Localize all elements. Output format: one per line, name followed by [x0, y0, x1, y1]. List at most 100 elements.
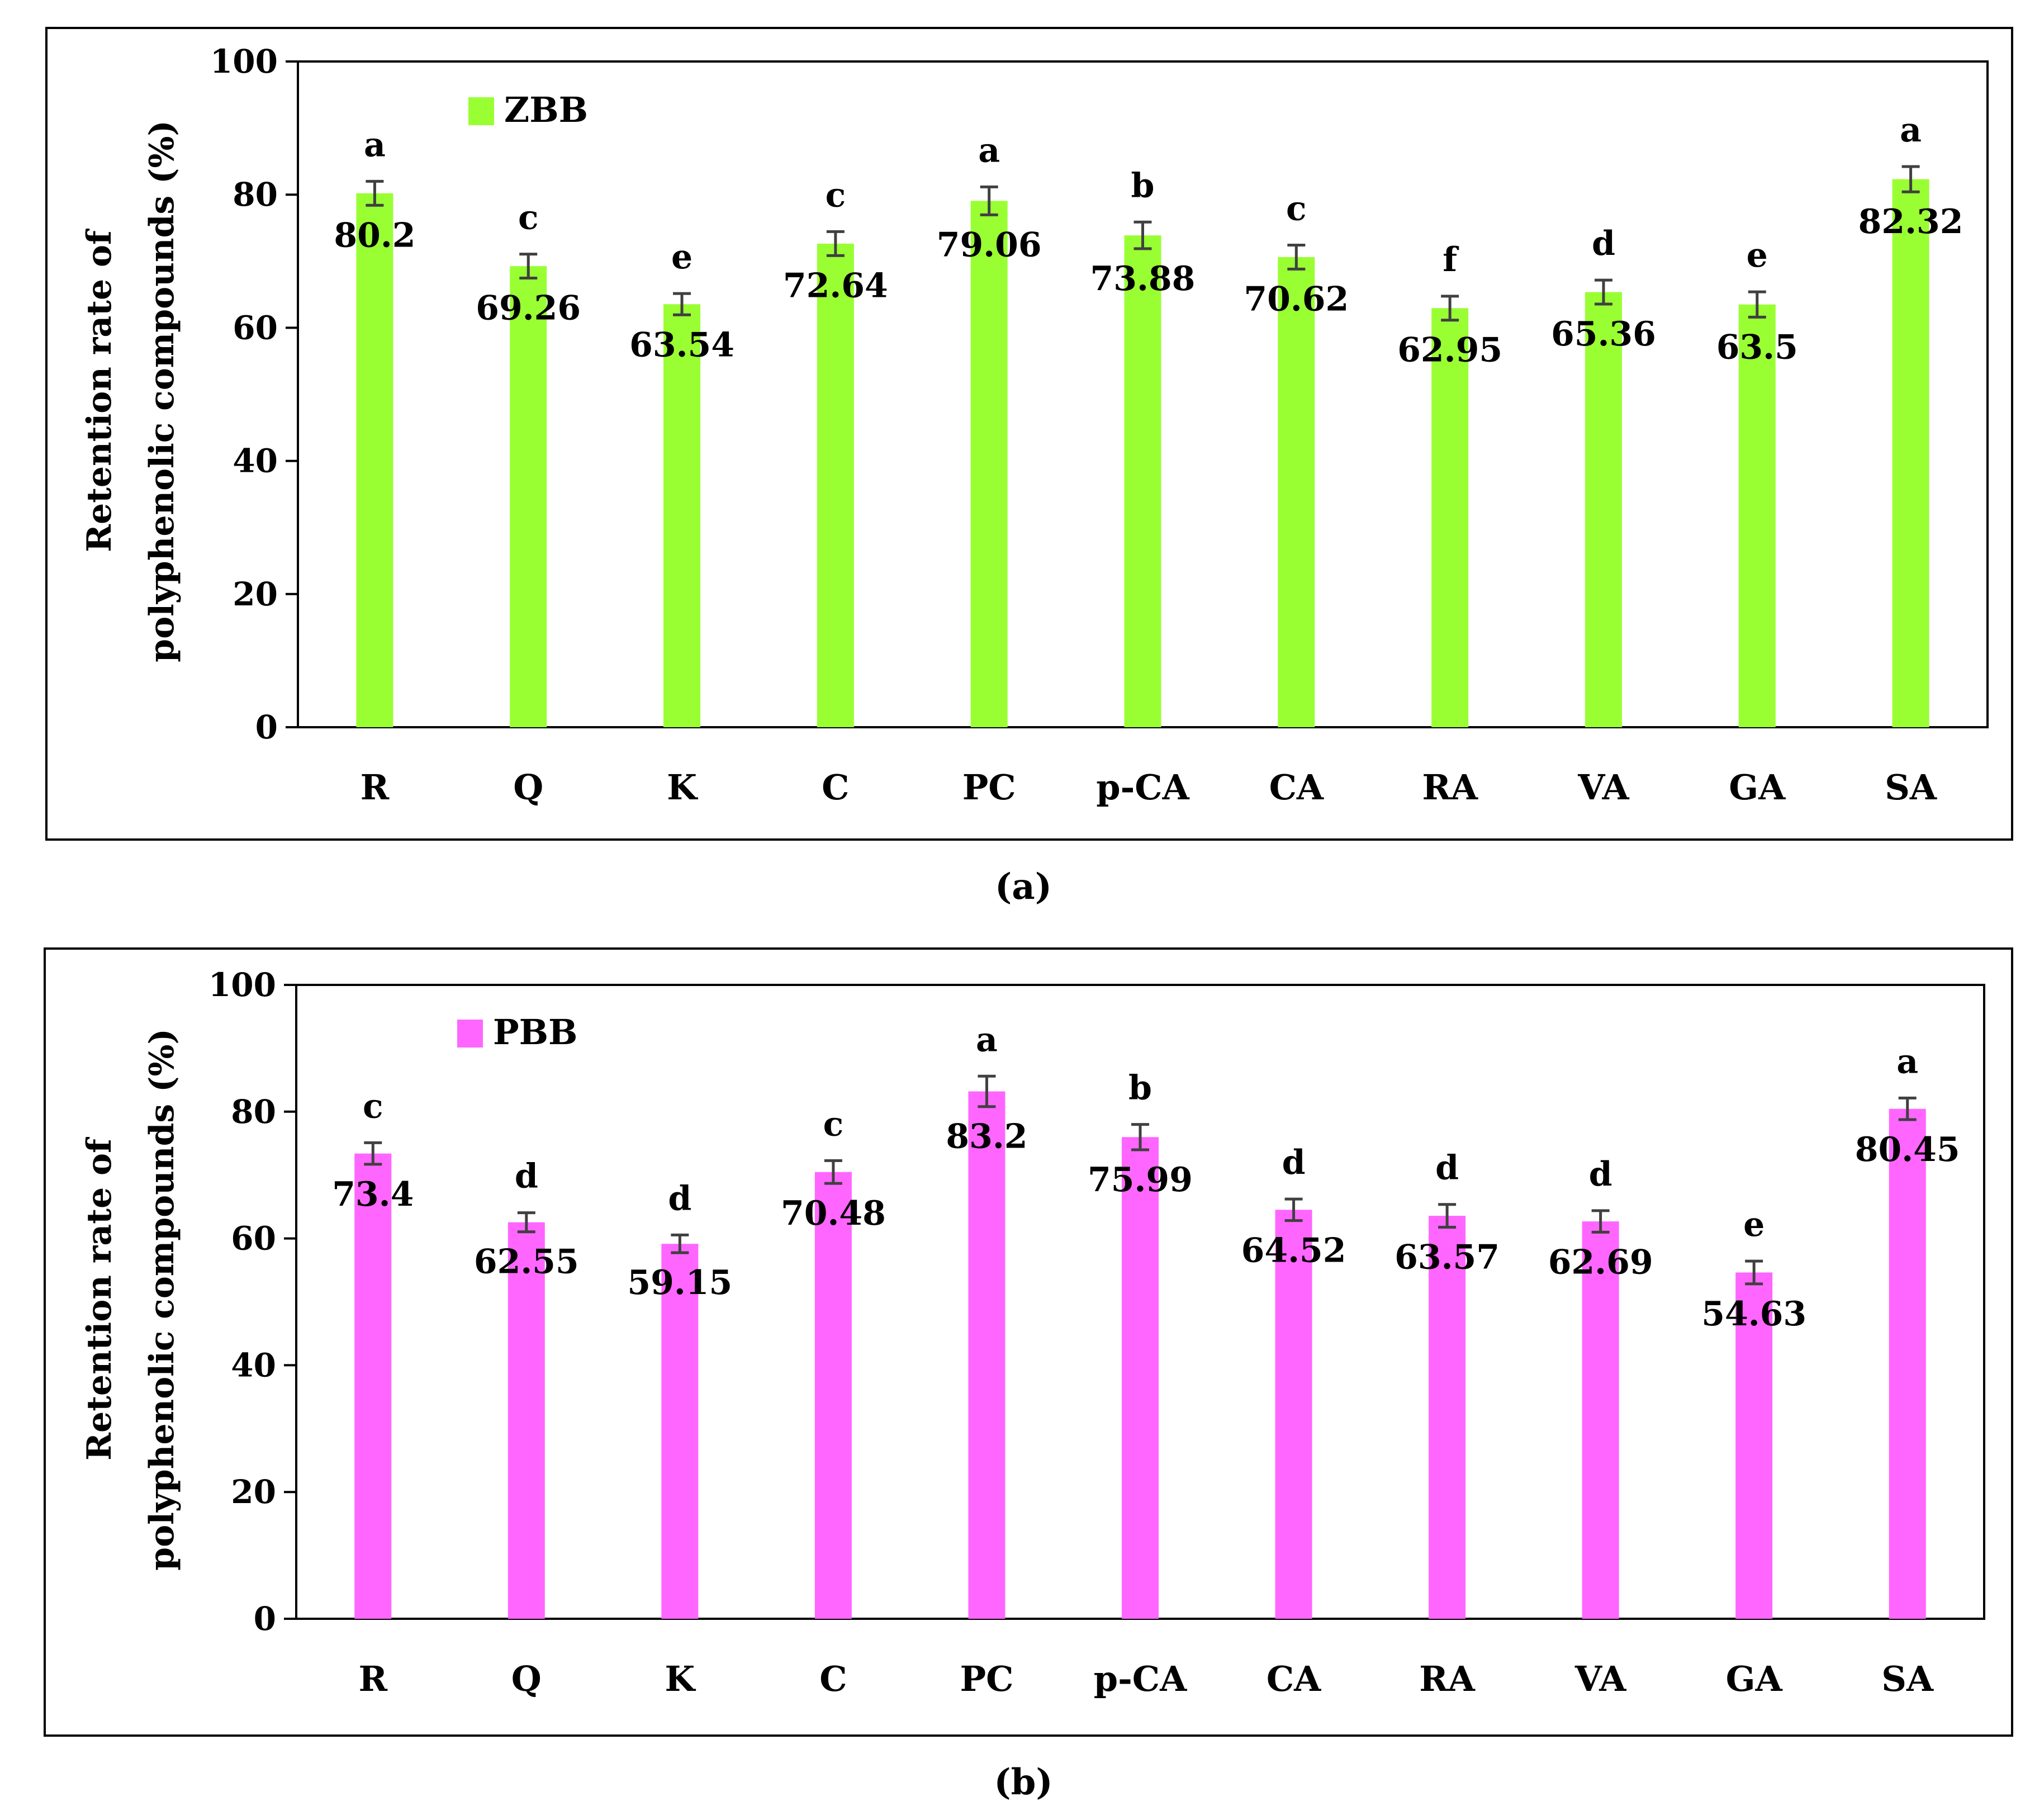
panel-a-category-label-VA: VA [1577, 767, 1629, 808]
panel-a-error-bar-p-CA [1133, 220, 1152, 250]
panel-b-error-bar-Q [517, 1211, 535, 1234]
panel-b-value-label-C: 70.48 [781, 1194, 886, 1233]
panel-a-y-tick-label: 40 [233, 442, 278, 480]
panel-b-letter-R: c [363, 1087, 383, 1126]
panel-b: Retention rate of polyphenolic compounds… [44, 947, 2013, 1803]
panel-b-category-label-Q: Q [511, 1658, 542, 1699]
panel-b-category-label-K: K [665, 1658, 696, 1699]
panel-a-y-tick-label: 60 [233, 309, 278, 347]
panel-a-bar-RA [1431, 308, 1469, 727]
panel-b-category-label-VA: VA [1574, 1658, 1626, 1699]
panel-b-letter-p-CA: b [1128, 1069, 1152, 1108]
panel-b-bar-K [661, 1244, 699, 1619]
panel-a-error-bar-SA [1901, 165, 1920, 193]
panel-a-bar-VA [1585, 292, 1622, 727]
panel-a-y-tick-label: 100 [210, 42, 278, 80]
panel-a-error-bar-PC [980, 185, 998, 216]
panel-b-value-label-RA: 63.57 [1395, 1238, 1500, 1277]
panel-b-letter-C: c [823, 1105, 844, 1144]
panel-b-value-label-CA: 64.52 [1241, 1231, 1346, 1271]
panel-a-value-label-VA: 65.36 [1551, 315, 1656, 354]
panel-b-bar-GA [1735, 1272, 1773, 1619]
panel-a-letter-CA: c [1286, 189, 1307, 228]
panel-b-y-tick-label: 100 [208, 966, 276, 1004]
panel-b-bar-p-CA [1122, 1137, 1159, 1619]
panel-b-y-tick-label: 80 [231, 1093, 276, 1131]
panel-a-bar-GA [1738, 304, 1776, 727]
panel-b-category-label-GA: GA [1726, 1658, 1783, 1699]
panel-a-bar-C [817, 243, 854, 727]
panel-b-bar-Q [508, 1222, 545, 1619]
panel-a-letter-Q: c [518, 198, 539, 238]
panel-b-legend-swatch [457, 1020, 483, 1048]
panel-b-category-label-SA: SA [1881, 1658, 1934, 1699]
panel-b-value-label-p-CA: 75.99 [1088, 1160, 1193, 1200]
panel-a-category-label-CA: CA [1269, 767, 1324, 808]
panel-a-category-label-p-CA: p-CA [1096, 767, 1189, 808]
panel-b-error-bar-PC [978, 1074, 996, 1108]
panel-b-error-bar-R [364, 1141, 382, 1166]
panel-a-category-label-Q: Q [513, 767, 543, 808]
panel-b-bar-PC [968, 1091, 1005, 1619]
panel-b-border [44, 947, 2013, 1737]
panel-a-value-label-Q: 69.26 [476, 289, 581, 328]
panel-a-value-label-CA: 70.62 [1244, 279, 1349, 319]
panel-a-bar-K [663, 304, 701, 727]
panel-a-value-label-p-CA: 73.88 [1090, 259, 1196, 298]
panel-a-y-tick-label: 0 [255, 708, 278, 746]
panel-b-bar-VA [1582, 1221, 1619, 1619]
panel-a-error-bar-CA [1287, 243, 1306, 271]
panel-a-category-label-SA: SA [1885, 767, 1937, 808]
panel-b-error-bar-RA [1438, 1203, 1457, 1229]
panel-b-value-label-VA: 62.69 [1548, 1243, 1653, 1282]
panel-a-bar-p-CA [1124, 235, 1161, 727]
panel-a-bar-PC [970, 201, 1008, 727]
panel-a: Retention rate of polyphenolic compounds… [45, 27, 2013, 908]
panel-b-bar-C [814, 1172, 852, 1619]
panel-b-error-bar-p-CA [1131, 1123, 1149, 1151]
panel-a-error-bar-R [366, 179, 384, 207]
panel-b-category-label-C: C [819, 1658, 847, 1699]
panel-a-error-bar-VA [1594, 278, 1612, 306]
panel-b-value-label-SA: 80.45 [1855, 1130, 1960, 1169]
panel-b-category-label-PC: PC [960, 1658, 1013, 1699]
panel-a-error-bar-GA [1748, 290, 1766, 319]
panel-b-category-label-R: R [359, 1658, 388, 1699]
panel-b-letter-CA: d [1282, 1143, 1306, 1182]
panel-a-letter-C: c [826, 176, 846, 215]
panel-a-bar-CA [1278, 257, 1315, 728]
panel-a-value-label-PC: 79.06 [937, 225, 1042, 264]
panel-a-border [45, 27, 2013, 841]
panel-b-letter-PC: a [976, 1020, 998, 1059]
panel-a-category-label-C: C [822, 767, 849, 808]
panel-b-error-bar-VA [1591, 1209, 1610, 1234]
panel-a-letter-R: a [364, 125, 386, 164]
panel-b-caption: (b) [994, 1761, 1052, 1803]
panel-b-letter-RA: d [1435, 1149, 1459, 1188]
panel-a-ylabel-line2: polyphenolic compounds (%) [143, 120, 182, 662]
panel-a-letter-RA: f [1443, 240, 1459, 279]
panel-b-value-label-K: 59.15 [627, 1263, 732, 1302]
panel-a-y-tick-label: 20 [233, 575, 278, 613]
panel-a-bar-SA [1892, 179, 1929, 727]
panel-b-bar-R [354, 1153, 392, 1619]
panel-b-bar-SA [1889, 1108, 1926, 1619]
panel-b-value-label-PC: 83.2 [946, 1117, 1027, 1157]
panel-a-letter-PC: a [978, 131, 1000, 170]
panel-b-letter-GA: e [1743, 1205, 1765, 1244]
panel-b-error-bar-SA [1898, 1096, 1917, 1121]
panel-a-ylabel-line1: Retention rate of [80, 228, 119, 552]
panel-a-value-label-SA: 82.32 [1858, 202, 1963, 241]
panel-a-error-bar-Q [519, 253, 538, 280]
panel-a-letter-VA: d [1592, 224, 1615, 263]
panel-b-error-bar-K [671, 1233, 689, 1254]
panel-a-y-tick-label: 80 [233, 176, 278, 214]
panel-b-error-bar-GA [1745, 1259, 1763, 1286]
panel-a-value-label-RA: 62.95 [1397, 331, 1502, 370]
panel-b-error-bar-C [824, 1159, 842, 1185]
panel-a-letter-K: e [671, 238, 693, 277]
panel-b-category-label-CA: CA [1267, 1658, 1321, 1699]
panel-a-value-label-C: 72.64 [783, 266, 888, 305]
panel-b-category-label-p-CA: p-CA [1094, 1658, 1187, 1699]
